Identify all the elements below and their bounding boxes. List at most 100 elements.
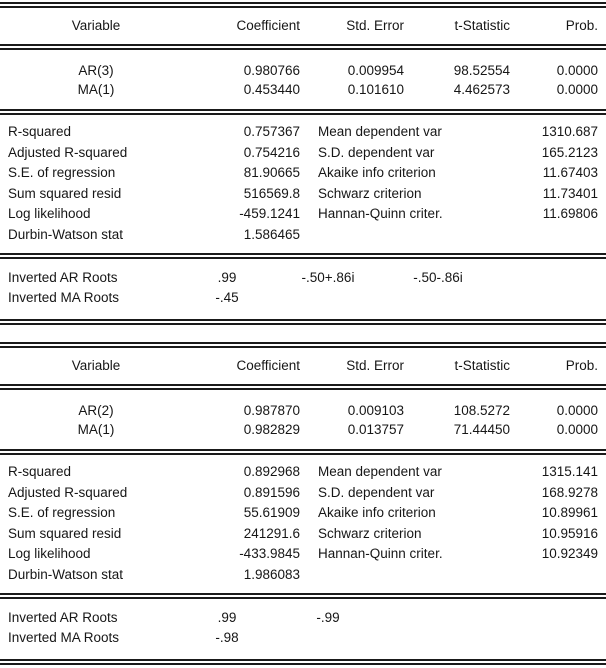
stat-value: 516569.8 — [243, 185, 300, 201]
double-rule — [0, 253, 606, 259]
stat-label: Schwarz criterion — [318, 525, 422, 541]
roots-label: Inverted MA Roots — [8, 290, 120, 305]
coefficient-row: AR(3) 0.980766 0.009954 98.52554 0.0000 — [0, 61, 606, 80]
stats-row: Log likelihood -459.1241 Hannan-Quinn cr… — [0, 204, 606, 225]
col-header-std-error: Std. Error — [346, 18, 404, 33]
stat-label: Hannan-Quinn criter. — [318, 546, 443, 561]
coefficient-value: 0.982829 — [243, 422, 300, 437]
stat-label — [300, 565, 512, 586]
stat-value: 0.754216 — [243, 144, 300, 160]
stat-label: S.E. of regression — [8, 505, 116, 520]
stat-value: 11.67403 — [542, 165, 598, 180]
roots-label: Inverted AR Roots — [8, 270, 118, 285]
roots-row: Inverted MA Roots -.98 — [0, 628, 606, 648]
coefficient-value: 0.980766 — [243, 63, 300, 78]
stat-value: 0.757367 — [243, 124, 300, 139]
stat-value: 1310.687 — [541, 124, 598, 139]
t-statistic-value: 4.462573 — [453, 82, 510, 97]
stat-value: -433.9845 — [239, 546, 300, 561]
root-value: -.50+.86i — [301, 270, 355, 285]
stat-value: 10.89961 — [541, 505, 598, 520]
regression-output-table-1: Variable Coefficient Std. Error t-Statis… — [0, 2, 606, 325]
stat-value: 1315.141 — [541, 464, 598, 479]
root-value: -.50-.86i — [413, 270, 463, 285]
double-rule — [0, 44, 606, 50]
col-header-std-error: Std. Error — [346, 358, 404, 373]
stat-label: Log likelihood — [8, 206, 91, 221]
coefficient-section: AR(2) 0.987870 0.009103 108.5272 0.0000 … — [0, 390, 606, 449]
prob-value: 0.0000 — [556, 63, 598, 78]
double-rule — [0, 342, 606, 348]
root-value — [262, 288, 394, 308]
stat-label: S.D. dependent var — [318, 484, 435, 500]
root-value: -.98 — [215, 630, 239, 645]
stats-row: Log likelihood -433.9845 Hannan-Quinn cr… — [0, 544, 606, 565]
stat-label: Akaike info criterion — [318, 505, 436, 520]
stat-value — [512, 565, 606, 586]
stat-label: Durbin-Watson stat — [8, 226, 124, 242]
col-header-variable: Variable — [71, 358, 121, 373]
coefficient-row: AR(2) 0.987870 0.009103 108.5272 0.0000 — [0, 401, 606, 420]
double-rule — [0, 2, 606, 8]
std-error-value: 0.009103 — [347, 403, 404, 418]
regression-output-table-2: Variable Coefficient Std. Error t-Statis… — [0, 342, 606, 665]
inverted-roots-section: Inverted AR Roots .99 -.50+.86i -.50-.86… — [0, 259, 606, 319]
stat-value: 165.2123 — [541, 144, 598, 160]
root-value — [262, 628, 394, 648]
col-header-t-statistic: t-Statistic — [454, 18, 510, 33]
col-header-coefficient: Coefficient — [236, 358, 300, 373]
double-rule — [0, 384, 606, 390]
stat-label: Sum squared resid — [8, 525, 122, 541]
variable-name: MA(1) — [77, 422, 115, 437]
std-error-value: 0.101610 — [347, 82, 404, 97]
stats-row: Sum squared resid 241291.6 Schwarz crite… — [0, 524, 606, 545]
col-header-t-statistic: t-Statistic — [454, 358, 510, 373]
double-rule — [0, 319, 606, 325]
root-value-spacer — [482, 628, 606, 648]
stats-row: Sum squared resid 516569.8 Schwarz crite… — [0, 184, 606, 205]
stats-row: R-squared 0.757367 Mean dependent var 13… — [0, 122, 606, 143]
root-value-spacer — [482, 288, 606, 308]
stat-label: Mean dependent var — [318, 124, 442, 139]
std-error-value: 0.009954 — [347, 63, 404, 78]
stats-row: S.E. of regression 81.90665 Akaike info … — [0, 163, 606, 184]
coefficient-value: 0.453440 — [243, 82, 300, 97]
stat-label: R-squared — [8, 464, 72, 479]
stat-value: 0.892968 — [243, 464, 300, 479]
stat-label: Sum squared resid — [8, 185, 122, 201]
std-error-value: 0.013757 — [347, 422, 404, 437]
roots-row: Inverted AR Roots .99 -.99 — [0, 608, 606, 628]
stat-value: 55.61909 — [243, 505, 300, 520]
header-row: Variable Coefficient Std. Error t-Statis… — [0, 348, 606, 384]
stat-value — [512, 225, 606, 246]
stat-label: Schwarz criterion — [318, 185, 422, 201]
stat-label: Adjusted R-squared — [8, 144, 128, 160]
stat-value: 81.90665 — [243, 165, 300, 180]
stat-value: 241291.6 — [243, 525, 300, 541]
stat-label: Mean dependent var — [318, 464, 442, 479]
root-value — [394, 628, 482, 648]
double-rule — [0, 659, 606, 665]
stat-value: 10.92349 — [541, 546, 598, 561]
stat-value: -459.1241 — [239, 206, 300, 221]
root-value: -.45 — [215, 290, 239, 305]
stat-label: Durbin-Watson stat — [8, 566, 124, 582]
stat-label: Hannan-Quinn criter. — [318, 206, 443, 221]
roots-label: Inverted AR Roots — [8, 610, 118, 625]
col-header-prob: Prob. — [565, 18, 598, 33]
stat-value: 11.73401 — [542, 185, 598, 201]
root-value: .99 — [217, 270, 237, 285]
stat-value: 10.95916 — [541, 525, 598, 541]
coefficient-row: MA(1) 0.982829 0.013757 71.44450 0.0000 — [0, 420, 606, 439]
root-value — [394, 608, 482, 628]
stat-value: 0.891596 — [243, 484, 300, 500]
prob-value: 0.0000 — [556, 82, 598, 97]
root-value: .99 — [217, 610, 237, 625]
summary-statistics-section: R-squared 0.757367 Mean dependent var 13… — [0, 115, 606, 253]
table-gap — [0, 325, 606, 342]
stats-row: S.E. of regression 55.61909 Akaike info … — [0, 503, 606, 524]
root-value-spacer — [482, 608, 606, 628]
root-value-spacer — [482, 268, 606, 288]
stat-label: S.D. dependent var — [318, 144, 435, 160]
